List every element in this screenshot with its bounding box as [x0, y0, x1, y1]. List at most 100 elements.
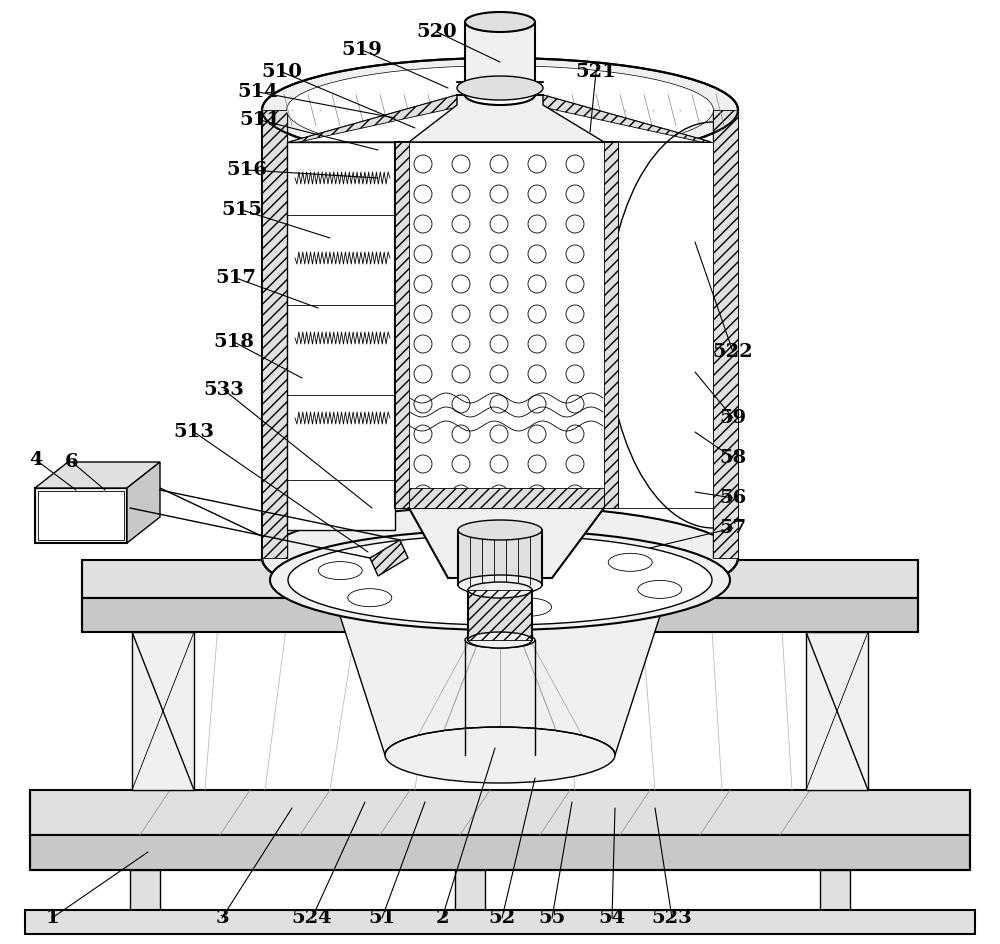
Ellipse shape	[262, 58, 738, 162]
Text: 58: 58	[719, 449, 747, 467]
Ellipse shape	[490, 335, 508, 353]
Ellipse shape	[452, 155, 470, 173]
Ellipse shape	[465, 632, 535, 648]
Ellipse shape	[528, 335, 546, 353]
Ellipse shape	[452, 245, 470, 263]
Bar	[38, 491, 124, 540]
Polygon shape	[289, 95, 711, 142]
Ellipse shape	[452, 275, 470, 293]
Ellipse shape	[566, 305, 584, 323]
Ellipse shape	[528, 395, 546, 413]
Ellipse shape	[452, 185, 470, 203]
Text: 510: 510	[262, 63, 302, 81]
Text: 56: 56	[719, 489, 747, 507]
Ellipse shape	[468, 582, 532, 598]
Text: 519: 519	[342, 41, 382, 59]
Ellipse shape	[566, 215, 584, 233]
Text: 523: 523	[652, 909, 692, 927]
Bar	[287, 142, 395, 530]
Ellipse shape	[566, 335, 584, 353]
Polygon shape	[289, 95, 467, 142]
Ellipse shape	[566, 365, 584, 383]
Ellipse shape	[452, 485, 470, 503]
Bar	[468, 590, 532, 640]
Text: 513: 513	[174, 423, 214, 441]
Ellipse shape	[414, 365, 432, 383]
Ellipse shape	[448, 544, 492, 562]
Polygon shape	[370, 540, 408, 576]
Ellipse shape	[566, 485, 584, 503]
Ellipse shape	[490, 245, 508, 263]
Ellipse shape	[528, 365, 546, 383]
Ellipse shape	[490, 455, 508, 473]
Ellipse shape	[528, 455, 546, 473]
Ellipse shape	[528, 275, 546, 293]
Ellipse shape	[566, 395, 584, 413]
Ellipse shape	[490, 275, 508, 293]
Ellipse shape	[566, 155, 584, 173]
Bar	[35, 488, 127, 543]
Polygon shape	[82, 598, 918, 632]
Ellipse shape	[566, 455, 584, 473]
Ellipse shape	[528, 425, 546, 443]
Ellipse shape	[490, 185, 508, 203]
Bar	[25, 910, 975, 934]
Ellipse shape	[270, 530, 730, 630]
Ellipse shape	[528, 485, 546, 503]
Ellipse shape	[348, 589, 392, 607]
Ellipse shape	[468, 632, 532, 648]
Ellipse shape	[566, 425, 584, 443]
Polygon shape	[127, 462, 160, 543]
Ellipse shape	[288, 535, 712, 625]
Text: 521: 521	[576, 63, 616, 81]
Text: 57: 57	[719, 519, 747, 537]
Ellipse shape	[528, 245, 546, 263]
Ellipse shape	[414, 185, 432, 203]
Bar	[455, 870, 485, 920]
Ellipse shape	[508, 598, 552, 616]
Ellipse shape	[262, 506, 738, 610]
Ellipse shape	[452, 395, 470, 413]
Text: 520: 520	[417, 23, 457, 41]
Ellipse shape	[458, 520, 542, 540]
Text: 517: 517	[216, 269, 256, 287]
Ellipse shape	[452, 215, 470, 233]
Bar	[409, 488, 604, 508]
Text: 515: 515	[222, 201, 262, 219]
Ellipse shape	[608, 553, 652, 571]
Ellipse shape	[566, 185, 584, 203]
Ellipse shape	[490, 395, 508, 413]
Bar	[458, 530, 542, 585]
Polygon shape	[30, 790, 970, 835]
Polygon shape	[35, 462, 160, 488]
Bar	[395, 142, 618, 508]
Polygon shape	[409, 95, 604, 142]
Text: 6: 6	[65, 453, 79, 471]
Bar	[618, 142, 713, 508]
Bar	[468, 590, 532, 640]
Ellipse shape	[414, 425, 432, 443]
Ellipse shape	[414, 275, 432, 293]
Text: 4: 4	[29, 451, 43, 469]
Ellipse shape	[566, 275, 584, 293]
Ellipse shape	[490, 365, 508, 383]
Ellipse shape	[458, 575, 542, 595]
Ellipse shape	[414, 395, 432, 413]
Bar	[465, 22, 535, 95]
Bar	[713, 110, 738, 558]
Text: 52: 52	[488, 909, 516, 927]
Text: 54: 54	[598, 909, 626, 927]
Ellipse shape	[638, 581, 682, 598]
Polygon shape	[533, 95, 711, 142]
Bar	[820, 870, 850, 920]
Ellipse shape	[528, 215, 546, 233]
Ellipse shape	[414, 215, 432, 233]
Ellipse shape	[452, 425, 470, 443]
Ellipse shape	[414, 485, 432, 503]
Text: 55: 55	[538, 909, 566, 927]
Ellipse shape	[465, 85, 535, 105]
Ellipse shape	[490, 425, 508, 443]
Text: 514: 514	[238, 83, 278, 101]
Text: 511: 511	[239, 111, 281, 129]
Ellipse shape	[452, 305, 470, 323]
